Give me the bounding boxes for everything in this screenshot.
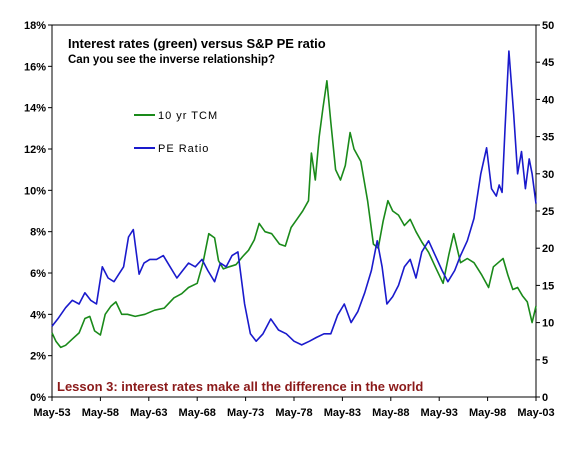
- left-tick-label: 4%: [30, 309, 46, 321]
- right-tick-label: 30: [542, 169, 554, 181]
- left-tick-label: 14%: [24, 103, 46, 115]
- legend-label: PE Ratio: [158, 143, 209, 155]
- lesson-annotation: Lesson 3: interest rates make all the di…: [57, 379, 423, 394]
- left-tick-label: 8%: [30, 227, 46, 239]
- x-tick-label: May-73: [227, 407, 264, 419]
- x-tick-label: May-78: [275, 407, 312, 419]
- right-tick-label: 45: [542, 57, 554, 69]
- right-tick-label: 40: [542, 94, 554, 106]
- chart-title: Interest rates (green) versus S&P PE rat…: [68, 36, 326, 51]
- x-tick-label: May-03: [517, 407, 554, 419]
- right-tick-label: 10: [542, 318, 554, 330]
- axes: 0% 2% 4% 6% 8% 10% 12% 14% 16% 18% 0 5 10 15 20 25 30 35 4…: [24, 20, 555, 419]
- x-tick-label: May-83: [324, 407, 361, 419]
- legend: 10 yr TCM PE Ratio: [134, 110, 218, 155]
- chart-subtitle: Can you see the inverse relationship?: [68, 54, 275, 66]
- left-tick-label: 12%: [24, 144, 46, 156]
- right-tick-label: 25: [542, 206, 554, 218]
- x-tick-label: May-63: [130, 407, 167, 419]
- right-tick-label: 20: [542, 243, 554, 255]
- right-tick-label: 5: [542, 355, 548, 367]
- x-tick-label: May-88: [372, 407, 409, 419]
- x-tick-label: May-53: [33, 407, 70, 419]
- x-tick-label: May-98: [469, 407, 506, 419]
- x-tick-label: May-93: [421, 407, 458, 419]
- left-tick-label: 16%: [24, 61, 46, 73]
- series-line-10-yr-tcm: [51, 80, 537, 349]
- right-tick-label: 15: [542, 280, 554, 292]
- right-tick-label: 0: [542, 392, 548, 404]
- left-tick-label: 6%: [30, 268, 46, 280]
- x-tick-label: May-68: [179, 407, 216, 419]
- legend-label: 10 yr TCM: [158, 110, 218, 122]
- series-line-pe-ratio: [51, 50, 537, 346]
- right-tick-label: 50: [542, 20, 554, 32]
- left-tick-label: 10%: [24, 185, 46, 197]
- left-tick-label: 2%: [30, 351, 46, 363]
- left-tick-label: 0%: [30, 392, 46, 404]
- left-tick-label: 18%: [24, 20, 46, 32]
- x-tick-label: May-58: [82, 407, 119, 419]
- right-tick-label: 35: [542, 132, 554, 144]
- series-layer: [51, 50, 537, 349]
